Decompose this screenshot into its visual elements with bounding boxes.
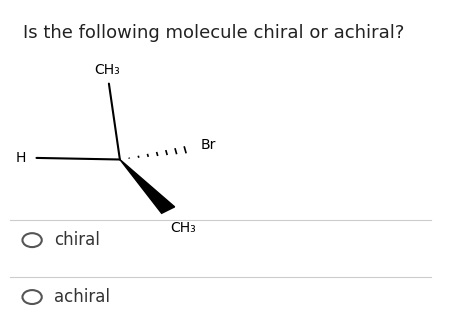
Text: Is the following molecule chiral or achiral?: Is the following molecule chiral or achi… — [23, 24, 405, 41]
Text: achiral: achiral — [54, 288, 110, 306]
Text: CH₃: CH₃ — [94, 63, 119, 77]
Text: CH₃: CH₃ — [170, 221, 196, 235]
Polygon shape — [120, 160, 174, 213]
Text: Br: Br — [201, 138, 217, 152]
Text: H: H — [15, 151, 26, 165]
Text: chiral: chiral — [54, 231, 100, 249]
